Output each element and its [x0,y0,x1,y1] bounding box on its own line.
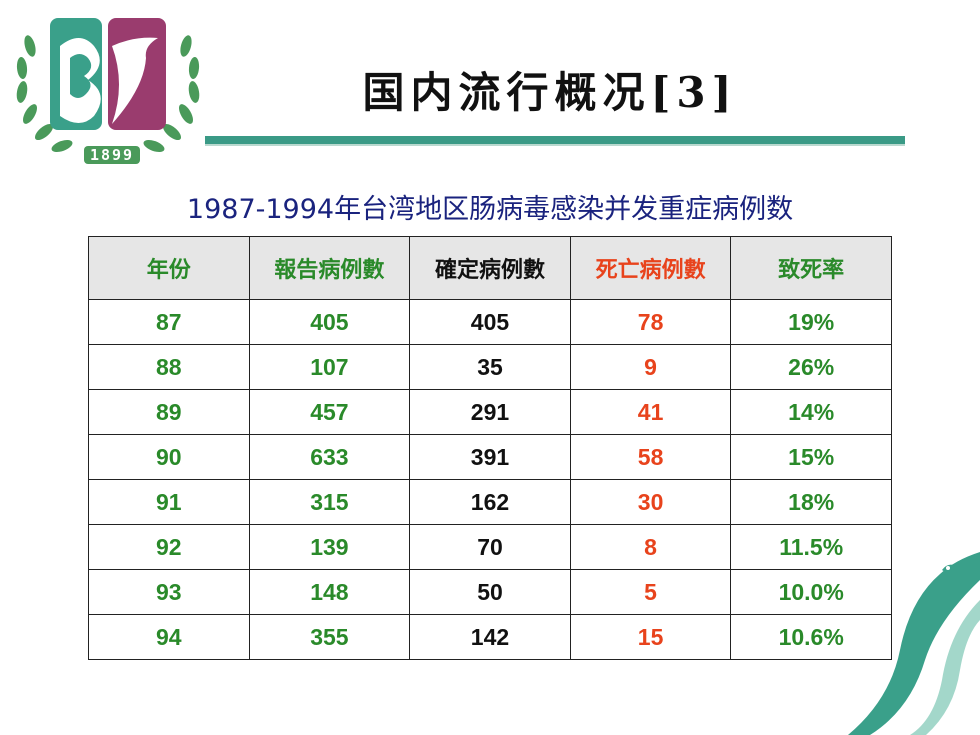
cell-deaths: 58 [569,434,732,480]
table-header-row: 年份 報告病例數 確定病例數 死亡病例數 致死率 [88,236,892,300]
cell-reported: 405 [248,299,411,345]
cell-confirmed: 142 [409,614,571,660]
table-row: 90 633 391 58 15% [88,434,892,480]
cell-reported: 148 [248,569,411,615]
cell-deaths: 30 [569,479,732,525]
dove-decoration-icon [848,552,980,735]
cell-reported: 355 [248,614,411,660]
cell-confirmed: 405 [409,299,571,345]
header-confirmed: 確定病例數 [409,236,571,300]
hospital-logo: 1899 [8,6,208,176]
cell-confirmed: 35 [409,344,571,390]
table-body: 87 405 405 78 19% 88 107 35 9 26% 89 457 291 41 14% 90 6… [88,299,892,660]
cell-fatality-rate: 10.6% [730,614,892,660]
page-title: 国内流行概况[3] [362,68,738,117]
cell-deaths: 9 [569,344,732,390]
table-row: 87 405 405 78 19% [88,299,892,345]
cell-confirmed: 50 [409,569,571,615]
cell-reported: 457 [248,389,411,435]
table-row: 91 315 162 30 18% [88,479,892,525]
cell-deaths: 78 [569,299,732,345]
table-row: 93 148 50 5 10.0% [88,569,892,615]
cell-fatality-rate: 15% [730,434,892,480]
cell-year: 93 [88,569,250,615]
title-underline [205,136,905,146]
cell-year: 92 [88,524,250,570]
logo-year: 1899 [84,146,140,164]
cell-deaths: 8 [569,524,732,570]
table-row: 94 355 142 15 10.6% [88,614,892,660]
header-deaths: 死亡病例數 [569,236,732,300]
cell-fatality-rate: 11.5% [730,524,892,570]
table-caption: 1987-1994年台湾地区肠病毒感染并发重症病例数 [186,194,794,225]
cell-confirmed: 291 [409,389,571,435]
cell-fatality-rate: 10.0% [730,569,892,615]
table-row: 89 457 291 41 14% [88,389,892,435]
cell-fatality-rate: 26% [730,344,892,390]
laurel-dove-emblem-icon [16,18,200,153]
cases-table: 年份 報告病例數 確定病例數 死亡病例數 致死率 87 405 405 78 19% 88… [88,236,892,660]
cell-deaths: 15 [569,614,732,660]
cell-fatality-rate: 14% [730,389,892,435]
cell-confirmed: 162 [409,479,571,525]
cell-reported: 633 [248,434,411,480]
cell-reported: 107 [248,344,411,390]
cell-year: 89 [88,389,250,435]
cell-reported: 139 [248,524,411,570]
table-row: 88 107 35 9 26% [88,344,892,390]
cell-year: 91 [88,479,250,525]
header-fatality-rate: 致死率 [730,236,892,300]
cell-year: 90 [88,434,250,480]
cell-fatality-rate: 19% [730,299,892,345]
cell-reported: 315 [248,479,411,525]
cell-deaths: 41 [569,389,732,435]
cell-confirmed: 391 [409,434,571,480]
table-row: 92 139 70 8 11.5% [88,524,892,570]
cell-fatality-rate: 18% [730,479,892,525]
cell-year: 87 [88,299,250,345]
header-year: 年份 [88,236,250,300]
header-reported: 報告病例數 [248,236,411,300]
cell-year: 88 [88,344,250,390]
cell-confirmed: 70 [409,524,571,570]
cell-year: 94 [88,614,250,660]
cell-deaths: 5 [569,569,732,615]
